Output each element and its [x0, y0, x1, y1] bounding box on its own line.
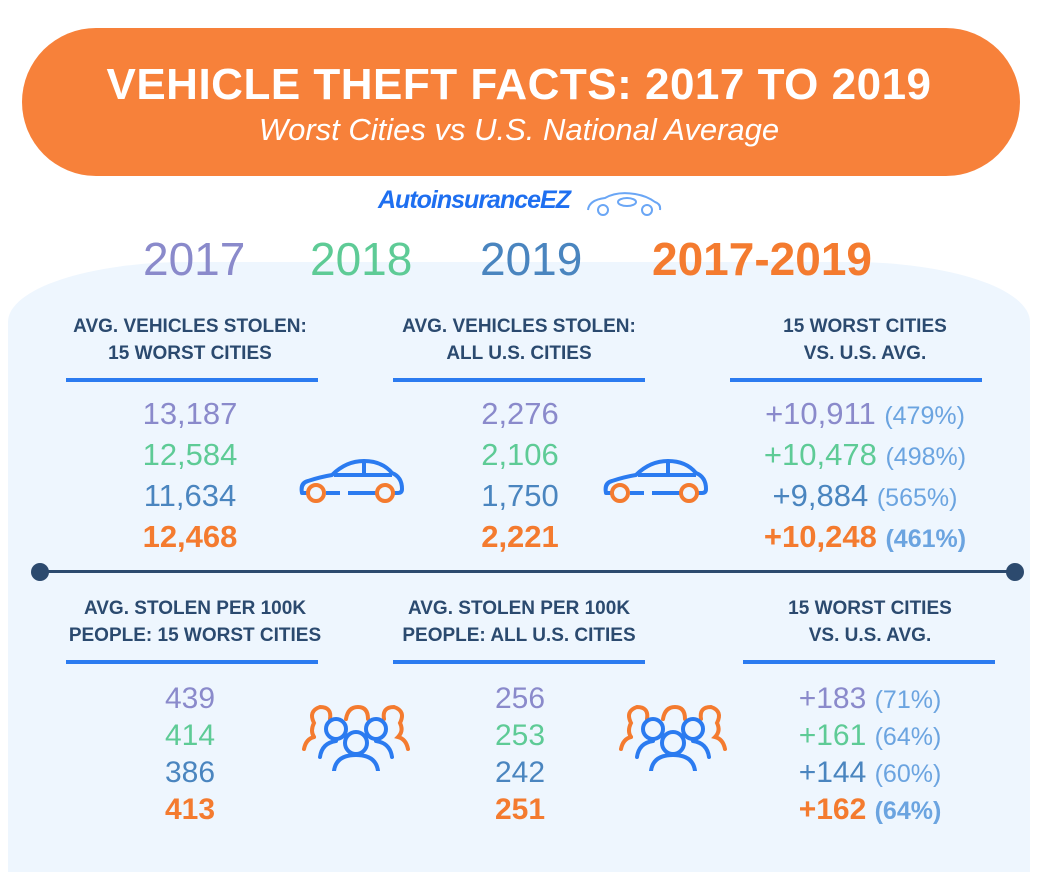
value-2017: 256 — [350, 680, 690, 717]
value-number: 386 — [164, 756, 216, 789]
value-number: 12,468 — [142, 519, 238, 554]
value-2019: +144 (60%) — [700, 754, 1038, 791]
percent-diff: (60%) — [874, 760, 942, 788]
value-number: +161 — [798, 719, 867, 752]
year-2018-legend: 2018 — [310, 233, 413, 285]
value-2017: 439 — [20, 680, 360, 717]
underline — [743, 660, 995, 664]
value-2019: 11,634 — [20, 475, 360, 516]
percent-diff: (461%) — [885, 525, 967, 553]
bottom-all-values: 256 253 242 251 — [350, 680, 690, 828]
value-2018: 414 — [20, 717, 360, 754]
value-number: 11,634 — [143, 478, 237, 513]
value-number: 242 — [494, 756, 546, 789]
car-icon — [299, 459, 404, 503]
page-subtitle: Worst Cities vs U.S. National Average — [258, 112, 780, 147]
percent-diff: (565%) — [876, 484, 958, 512]
title-banner — [22, 28, 1020, 176]
header-top-diff: 15 WORST CITIES VS. U.S. AVG. — [783, 316, 947, 364]
bottom-worst-values: 439 414 386 413 — [20, 680, 360, 828]
value-number: +162 — [798, 793, 867, 826]
value-number: 2,106 — [481, 437, 559, 472]
value-number: 2,221 — [481, 519, 559, 554]
divider-dot — [1006, 563, 1024, 581]
value-2018: 253 — [350, 717, 690, 754]
underline — [66, 660, 318, 664]
value-number: 2,276 — [481, 396, 559, 431]
value-2017: +183 (71%) — [700, 680, 1038, 717]
top-all-values: 2,276 2,106 1,750 2,221 — [350, 393, 690, 557]
logo-car-icon — [587, 192, 662, 216]
percent-diff: (64%) — [874, 797, 942, 825]
value-2017-2019: 413 — [20, 791, 360, 828]
year-2017-legend: 2017 — [143, 233, 246, 285]
underline — [66, 378, 318, 382]
divider-dot — [31, 563, 49, 581]
value-number: 414 — [164, 719, 216, 752]
value-number: 439 — [164, 682, 216, 715]
value-2017-2019: 251 — [350, 791, 690, 828]
percent-diff: (498%) — [885, 443, 967, 471]
value-2019: 242 — [350, 754, 690, 791]
value-number: +9,884 — [772, 478, 869, 513]
value-2017-2019: +162 (64%) — [700, 791, 1038, 828]
top-worst-values: 13,187 12,584 11,634 12,468 — [20, 393, 360, 557]
value-number: +183 — [798, 682, 867, 715]
value-number: 251 — [494, 793, 546, 826]
year-range-legend: 2017-2019 — [652, 233, 872, 285]
value-number: 256 — [494, 682, 546, 715]
car-icon — [603, 459, 708, 503]
underline — [730, 378, 982, 382]
bottom-diff-values: +183 (71%) +161 (64%) +144 (60%) +162 (64%) — [700, 680, 1038, 828]
value-number: 253 — [494, 719, 546, 752]
section-divider — [40, 570, 1015, 573]
value-number: +10,248 — [763, 519, 877, 554]
header-bottom-worst: AVG. STOLEN PER 100K PEOPLE: 15 WORST CIT… — [68, 598, 322, 646]
value-number: 1,750 — [481, 478, 559, 513]
people-group-icon — [302, 704, 410, 771]
value-2019: +9,884 (565%) — [690, 475, 1038, 516]
year-2019-legend: 2019 — [480, 233, 583, 285]
value-number: 13,187 — [142, 396, 238, 431]
value-2017-2019: 2,221 — [350, 516, 690, 557]
value-2017-2019: +10,248 (461%) — [690, 516, 1038, 557]
percent-diff: (64%) — [874, 723, 942, 751]
value-number: +10,478 — [763, 437, 877, 472]
header-bottom-all: AVG. STOLEN PER 100K PEOPLE: ALL U.S. CIT… — [402, 598, 636, 646]
percent-diff: (479%) — [884, 402, 965, 430]
percent-diff: (71%) — [874, 686, 942, 714]
underline — [393, 378, 645, 382]
value-2018: 2,106 — [350, 434, 690, 475]
page-title: VEHICLE THEFT FACTS: 2017 TO 2019 — [106, 60, 932, 109]
value-2018: +161 (64%) — [700, 717, 1038, 754]
brand-logo: AutoinsuranceEZ — [378, 186, 571, 214]
value-number: 12,584 — [142, 437, 238, 472]
underline — [393, 660, 645, 664]
header-top-all: AVG. VEHICLES STOLEN: ALL U.S. CITIES — [402, 316, 636, 364]
value-2017: 2,276 — [350, 393, 690, 434]
value-number: 413 — [164, 793, 216, 826]
value-2017: +10,911 (479%) — [690, 393, 1038, 434]
value-number: +144 — [798, 756, 867, 789]
value-2019: 1,750 — [350, 475, 690, 516]
value-2019: 386 — [20, 754, 360, 791]
header-bottom-diff: 15 WORST CITIES VS. U.S. AVG. — [788, 598, 952, 646]
content-panel — [8, 262, 1030, 872]
value-2018: +10,478 (498%) — [690, 434, 1038, 475]
value-number: +10,911 — [765, 396, 876, 431]
top-diff-values: +10,911 (479%) +10,478 (498%) +9,884 (565%… — [690, 393, 1038, 557]
value-2017-2019: 12,468 — [20, 516, 360, 557]
people-group-icon — [619, 704, 727, 771]
value-2018: 12,584 — [20, 434, 360, 475]
header-top-worst: AVG. VEHICLES STOLEN: 15 WORST CITIES — [73, 316, 307, 364]
value-2017: 13,187 — [20, 393, 360, 434]
